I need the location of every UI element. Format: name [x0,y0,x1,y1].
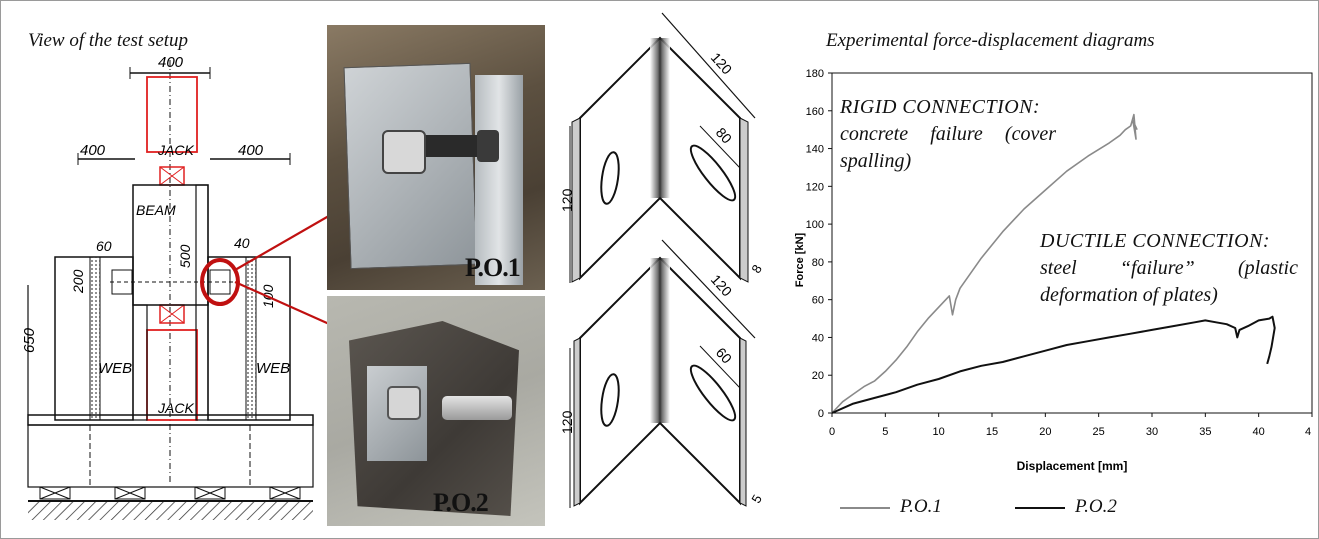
plate1-dim-120b: 120 [559,188,575,212]
x-tick-label: 4 [1305,426,1311,438]
y-tick-label: 0 [818,408,824,420]
dim-400-left-label: 400 [80,142,106,159]
y-tick-label: 60 [812,295,824,307]
force-displacement-chart: 0 20 40 60 80 100 120 140 160 180 0 5 10 15 20 25 30 35 4… [794,68,1313,473]
beam-label: BEAM [136,202,176,218]
y-tick-label: 100 [806,219,824,231]
x-tick-label: 35 [1199,426,1211,438]
angle-plate-drawings: 120 80 120 8 120 60 120 5 [559,12,765,508]
x-tick-label: 30 [1146,426,1158,438]
dim-650-label: 650 [21,327,38,353]
angle-plate-po2: 120 60 120 5 [559,239,765,508]
plot-area [831,72,1313,414]
annotation-rigid: RIGID CONNECTION: concrete failure (cove… [840,94,1056,175]
dim-200-label: 200 [70,269,86,294]
plate1-dim-8: 8 [748,262,765,276]
y-axis-label: Force [kN] [794,232,806,287]
dim-400-right: 400 [210,142,291,165]
dim-60-label: 60 [96,238,112,254]
dim-400-right-label: 400 [238,142,264,159]
x-tick-label: 15 [986,426,998,438]
web-right-label: WEB [256,360,290,377]
y-tick-label: 40 [812,332,824,344]
legend-label-po2: P.O.2 [1075,496,1117,517]
dim-500-label: 500 [177,244,193,268]
y-tick-label: 80 [812,257,824,269]
dim-400-top-label: 400 [158,55,184,71]
ground-hatch [28,502,313,520]
photo-po1-label: P.O.1 [465,253,521,282]
x-tick-label: 5 [882,426,888,438]
jack-top-label: JACK [157,142,194,158]
photo-po2: P.O.2 [327,296,545,526]
web-left-label: WEB [98,360,132,377]
jack-bottom-label: JACK [157,400,194,416]
angle-plate-po1: 120 80 120 8 [559,12,765,283]
legend-swatch-po2 [1015,507,1065,509]
series-line-po1 [831,113,1138,414]
plate2-dim-120b: 120 [559,410,575,434]
photo-po1: P.O.1 [327,25,545,290]
annotation-rigid-text: concrete failure (cover spalling) [840,123,1056,172]
jack-top [146,76,198,153]
y-tick-label: 140 [806,144,824,156]
annotation-rigid-heading: RIGID CONNECTION: [840,96,1041,118]
x-tick-label: 10 [933,426,945,438]
plate2-dim-5: 5 [748,492,765,506]
y-tick-label: 180 [806,68,824,80]
plate2-dim-120a: 120 [708,271,736,299]
x-tick-label: 25 [1093,426,1105,438]
setup-title: View of the test setup [28,30,189,51]
connection-highlight [200,258,240,306]
y-tick-label: 20 [812,370,824,382]
x-tick-label: 40 [1253,426,1265,438]
dim-40-label: 40 [234,235,250,251]
x-tick-label: 0 [829,426,835,438]
y-tick-label: 160 [806,106,824,118]
x-tick-label: 20 [1039,426,1051,438]
annotation-ductile-text: steel “failure” (plastic deformation of … [1040,257,1298,306]
annotation-ductile: DUCTILE CONNECTION: steel “failure” (pla… [1040,228,1298,309]
chart-title: Experimental force-displacement diagrams [826,30,1155,51]
foundation-block [27,424,314,488]
plate1-dim-120a: 120 [708,49,736,77]
legend-label-po1: P.O.1 [900,496,942,517]
test-setup-drawing: 400 400 400 JACK JACK BEAM 500 WEB WEB 6… [21,55,314,520]
series-line-po2 [831,315,1276,414]
annotation-ductile-heading: DUCTILE CONNECTION: [1040,230,1271,252]
photo-po2-label: P.O.2 [433,488,489,517]
y-tick-label: 120 [806,181,824,193]
dim-400-left: 400 [77,142,135,165]
legend-swatch-po1 [840,507,890,509]
x-axis-label: Displacement [mm] [1017,459,1128,473]
